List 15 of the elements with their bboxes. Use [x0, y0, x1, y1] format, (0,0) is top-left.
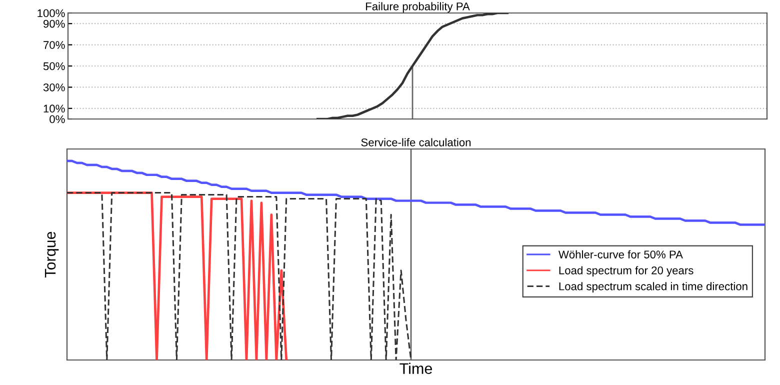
chart-title: Service-life calculation — [361, 138, 471, 146]
line-series — [316, 13, 509, 119]
legend-label: Load spectrum scaled in time direction — [559, 282, 748, 292]
chart-title: Failure probability PA — [366, 2, 470, 13]
y-tick-label: 90% — [44, 20, 65, 28]
y-tick-label: 0% — [50, 115, 65, 124]
x-axis-title: Time — [400, 362, 432, 374]
y-tick-label: 100% — [38, 9, 65, 18]
y-tick-label: 10% — [44, 104, 65, 113]
y-tick-label: 70% — [44, 41, 65, 49]
legend-label: Wöhler-curve for 50% PA — [558, 250, 683, 258]
y-axis-title: Torque — [44, 232, 59, 278]
y-tick-label: 30% — [43, 83, 65, 92]
y-tick-label: 50% — [43, 62, 65, 70]
legend-label: Load spectrum for 20 years — [559, 266, 694, 277]
